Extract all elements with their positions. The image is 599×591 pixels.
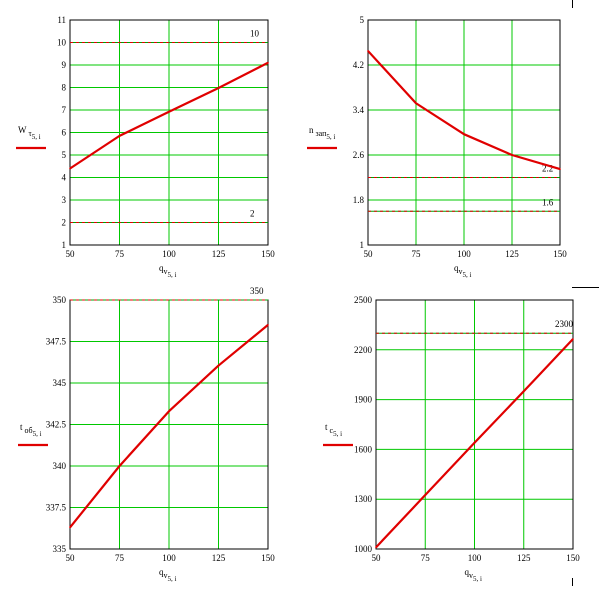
x-tick-label: 50 — [66, 249, 76, 259]
data-point — [375, 546, 377, 549]
x-tick-label: 100 — [162, 249, 176, 259]
y-tick-label: 6 — [62, 128, 67, 138]
y-tick-label: 2.6 — [353, 150, 365, 160]
y-tick-label: 5 — [360, 15, 365, 25]
x-axis-label: qv5, i — [454, 263, 472, 279]
plot-frame — [375, 299, 574, 550]
data-point — [463, 133, 465, 135]
data-point — [69, 167, 71, 170]
x-tick-label: 75 — [421, 553, 431, 563]
chart-2: 2.2 1.6 50 75 100 125 150 1 1.8 2.6 3.4 4.2 5 qv5, i n… — [307, 15, 567, 279]
data-point — [118, 135, 121, 137]
y-tick-label: 2 — [62, 218, 67, 228]
y-tick-label: 7 — [62, 105, 67, 115]
reference-label: 1.6 — [542, 197, 554, 207]
y-tick-label: 4 — [62, 173, 67, 183]
y-tick-label: 337.5 — [46, 503, 67, 513]
window-edge-middle-right — [572, 287, 599, 288]
reference-label: 2 — [250, 209, 255, 219]
x-tick-label: 125 — [212, 553, 226, 563]
data-point — [267, 61, 269, 64]
y-tick-label: 2200 — [354, 345, 373, 355]
data-point — [424, 494, 427, 496]
data-point — [168, 410, 170, 413]
y-tick-label: 4.2 — [353, 60, 364, 70]
data-point — [572, 338, 574, 340]
data-point — [367, 50, 369, 52]
y-tick-label: 1300 — [354, 494, 373, 504]
y-axis-label: t об5, i — [20, 422, 42, 438]
y-tick-label: 335 — [53, 544, 67, 554]
x-tick-label: 150 — [261, 249, 275, 259]
x-tick-label: 50 — [372, 553, 382, 563]
y-tick-label: 3 — [62, 195, 67, 205]
x-tick-label: 150 — [261, 553, 275, 563]
data-point — [168, 111, 170, 113]
x-tick-label: 50 — [66, 553, 76, 563]
x-tick-label: 50 — [364, 249, 374, 259]
window-edge-top-right — [572, 0, 573, 8]
chart-1: 10 2 50 75 100 125 150 1 2 3 4 5 6 7 8 9 10 11 qv5, i W τ5,… — [16, 15, 275, 279]
y-tick-label: 1600 — [354, 444, 373, 454]
y-tick-label: 340 — [53, 461, 67, 471]
y-tick-label: 11 — [57, 15, 66, 25]
window-edge-bottom-right — [572, 578, 573, 586]
y-tick-label: 345 — [53, 378, 67, 388]
y-axis-label: n зап5, i — [309, 125, 335, 141]
y-tick-label: 350 — [53, 295, 67, 305]
data-point — [267, 324, 269, 326]
reference-label: 10 — [250, 29, 260, 39]
y-tick-label: 8 — [62, 83, 67, 93]
x-tick-label: 150 — [566, 553, 580, 563]
y-tick-label: 5 — [62, 150, 67, 160]
chart-3: 350 50 75 100 125 150 335 337.5 340 342.5 345 347.5… — [18, 286, 275, 583]
reference-label: 350 — [250, 286, 264, 296]
y-tick-label: 1900 — [354, 395, 373, 405]
data-point — [415, 102, 417, 105]
x-tick-label: 100 — [162, 553, 176, 563]
x-tick-label: 100 — [468, 553, 482, 563]
data-point — [522, 390, 525, 393]
x-tick-label: 75 — [115, 249, 125, 259]
data-point — [217, 87, 220, 89]
y-tick-label: 3.4 — [353, 105, 365, 115]
reference-label: 2300 — [555, 319, 574, 329]
y-axis-label: t c5, i — [325, 422, 342, 438]
y-tick-label: 9 — [62, 60, 67, 70]
data-point — [473, 441, 476, 444]
x-axis-label: qv5, i — [159, 263, 177, 279]
plot-frame — [69, 19, 269, 246]
y-axis-label: W τ5, i — [18, 125, 41, 141]
y-tick-label: 342.5 — [46, 420, 67, 430]
x-tick-label: 125 — [212, 249, 226, 259]
y-tick-label: 1.8 — [353, 195, 365, 205]
data-point — [118, 465, 121, 467]
x-tick-label: 125 — [517, 553, 531, 563]
y-tick-label: 1 — [62, 240, 67, 250]
plot-frame — [367, 19, 561, 246]
x-tick-label: 125 — [505, 249, 519, 259]
y-tick-label: 347.5 — [46, 337, 67, 347]
chart-4: 2300 50 75 100 125 150 1000 1300 1600 1900 2200 250… — [323, 295, 580, 583]
data-point — [559, 168, 561, 170]
x-axis-label: qv5, i — [465, 567, 483, 583]
x-tick-label: 75 — [115, 553, 125, 563]
x-tick-label: 100 — [457, 249, 471, 259]
x-axis-label: qv5, i — [159, 567, 177, 583]
y-tick-label: 10 — [57, 38, 67, 48]
y-tick-label: 1 — [360, 240, 365, 250]
x-tick-label: 75 — [412, 249, 422, 259]
reference-label: 2.2 — [542, 164, 553, 174]
y-tick-label: 2500 — [354, 295, 373, 305]
data-point — [69, 526, 71, 529]
data-point — [217, 364, 220, 367]
data-point — [511, 154, 513, 156]
x-tick-label: 150 — [553, 249, 567, 259]
y-tick-label: 1000 — [354, 544, 373, 554]
